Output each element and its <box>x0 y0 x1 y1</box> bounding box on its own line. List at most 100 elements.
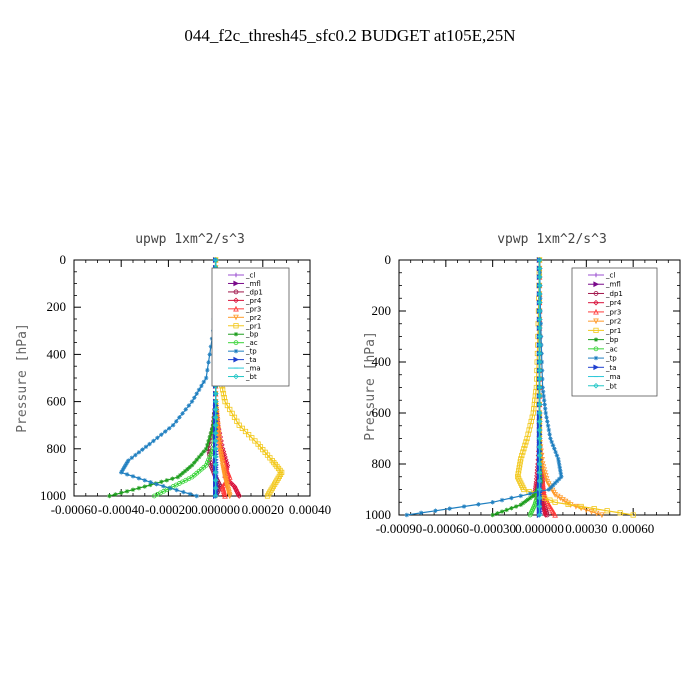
data-point <box>181 489 186 495</box>
data-point <box>549 439 554 445</box>
data-point <box>196 387 202 392</box>
data-point <box>136 485 142 491</box>
data-point <box>220 387 226 393</box>
data-point <box>194 493 199 499</box>
data-point <box>148 482 153 488</box>
data-point <box>252 438 258 444</box>
legend-entry: _tp <box>605 355 617 363</box>
legend-entry: _dp1 <box>605 290 623 298</box>
data-point <box>565 501 571 507</box>
data-point <box>219 457 225 463</box>
data-point <box>525 497 530 502</box>
data-point <box>562 498 569 505</box>
data-point <box>554 453 560 458</box>
legend-marker <box>233 340 239 346</box>
data-point <box>520 500 526 506</box>
data-point <box>130 487 136 492</box>
data-point <box>518 493 523 499</box>
data-point <box>588 509 595 515</box>
data-point <box>536 435 543 442</box>
legend-marker <box>233 272 239 278</box>
data-point <box>548 485 554 490</box>
data-point <box>142 478 147 483</box>
legend-marker <box>233 332 239 337</box>
data-point <box>536 461 543 467</box>
data-point <box>461 504 467 509</box>
data-point <box>212 390 219 397</box>
data-point <box>554 478 560 484</box>
data-point <box>203 375 209 381</box>
legend-entry: _ta <box>605 364 617 372</box>
y-axis-label: Pressure [hPa] <box>15 323 30 433</box>
data-point <box>578 503 584 510</box>
legend-entry: _bt <box>605 382 617 390</box>
data-point <box>164 478 170 483</box>
data-point <box>521 446 527 452</box>
data-point <box>120 468 125 473</box>
data-point <box>221 395 227 401</box>
data-point <box>199 383 204 389</box>
data-point <box>246 432 252 438</box>
legend-entry: _pr4 <box>605 299 622 307</box>
data-point <box>519 452 525 459</box>
data-point <box>530 494 535 499</box>
legend-marker <box>593 318 599 325</box>
data-point <box>542 473 549 479</box>
data-point <box>206 457 211 463</box>
data-point <box>545 419 550 424</box>
data-point <box>523 439 529 445</box>
data-point <box>107 493 112 499</box>
legend-entry: _tp <box>245 348 257 356</box>
legend-entry: _pr3 <box>245 305 261 313</box>
data-point <box>523 499 528 504</box>
data-point <box>536 418 543 425</box>
data-point <box>541 489 547 496</box>
data-point <box>143 444 149 450</box>
legend-entry: _dp1 <box>245 288 263 296</box>
data-point <box>521 486 527 493</box>
data-point <box>536 478 543 484</box>
legend-marker <box>233 373 239 380</box>
data-point <box>235 491 242 498</box>
data-point <box>212 406 219 413</box>
data-point <box>509 506 514 511</box>
data-point <box>538 321 544 326</box>
data-point <box>527 512 533 518</box>
data-point <box>630 512 636 518</box>
data-point <box>536 325 543 331</box>
data-point <box>236 422 242 428</box>
data-point <box>518 502 523 507</box>
legend-entry: _cl <box>605 272 615 280</box>
legend-entry: _pr4 <box>245 297 262 305</box>
x-tick-label: 0.000000 <box>515 521 564 536</box>
legend: _cl_mfl_dp1_pr4_pr3_pr2_pr1_bp_ac_tp_ta_… <box>211 267 290 387</box>
data-point <box>536 342 543 348</box>
legend-marker <box>233 356 240 363</box>
data-point <box>187 465 192 470</box>
data-point <box>542 470 548 477</box>
data-point <box>124 472 130 477</box>
data-point <box>192 460 197 465</box>
data-point <box>536 257 543 263</box>
data-point <box>242 428 249 435</box>
data-point <box>536 350 543 357</box>
data-point <box>536 359 543 365</box>
data-point <box>183 407 188 412</box>
data-point <box>522 442 528 448</box>
y-tick-label: 600 <box>372 405 392 420</box>
y-tick-label: 200 <box>372 303 392 318</box>
data-point <box>541 467 548 474</box>
data-point <box>189 399 195 404</box>
data-point <box>155 435 160 440</box>
data-point <box>542 402 547 407</box>
legend-entry: _bp <box>245 331 259 339</box>
data-point <box>113 492 118 497</box>
data-point <box>159 432 164 437</box>
data-point <box>527 491 533 496</box>
data-point <box>540 385 545 390</box>
data-point <box>194 391 199 396</box>
data-point <box>178 472 183 478</box>
data-point <box>186 403 192 408</box>
data-point <box>542 510 548 517</box>
data-point <box>536 384 543 391</box>
